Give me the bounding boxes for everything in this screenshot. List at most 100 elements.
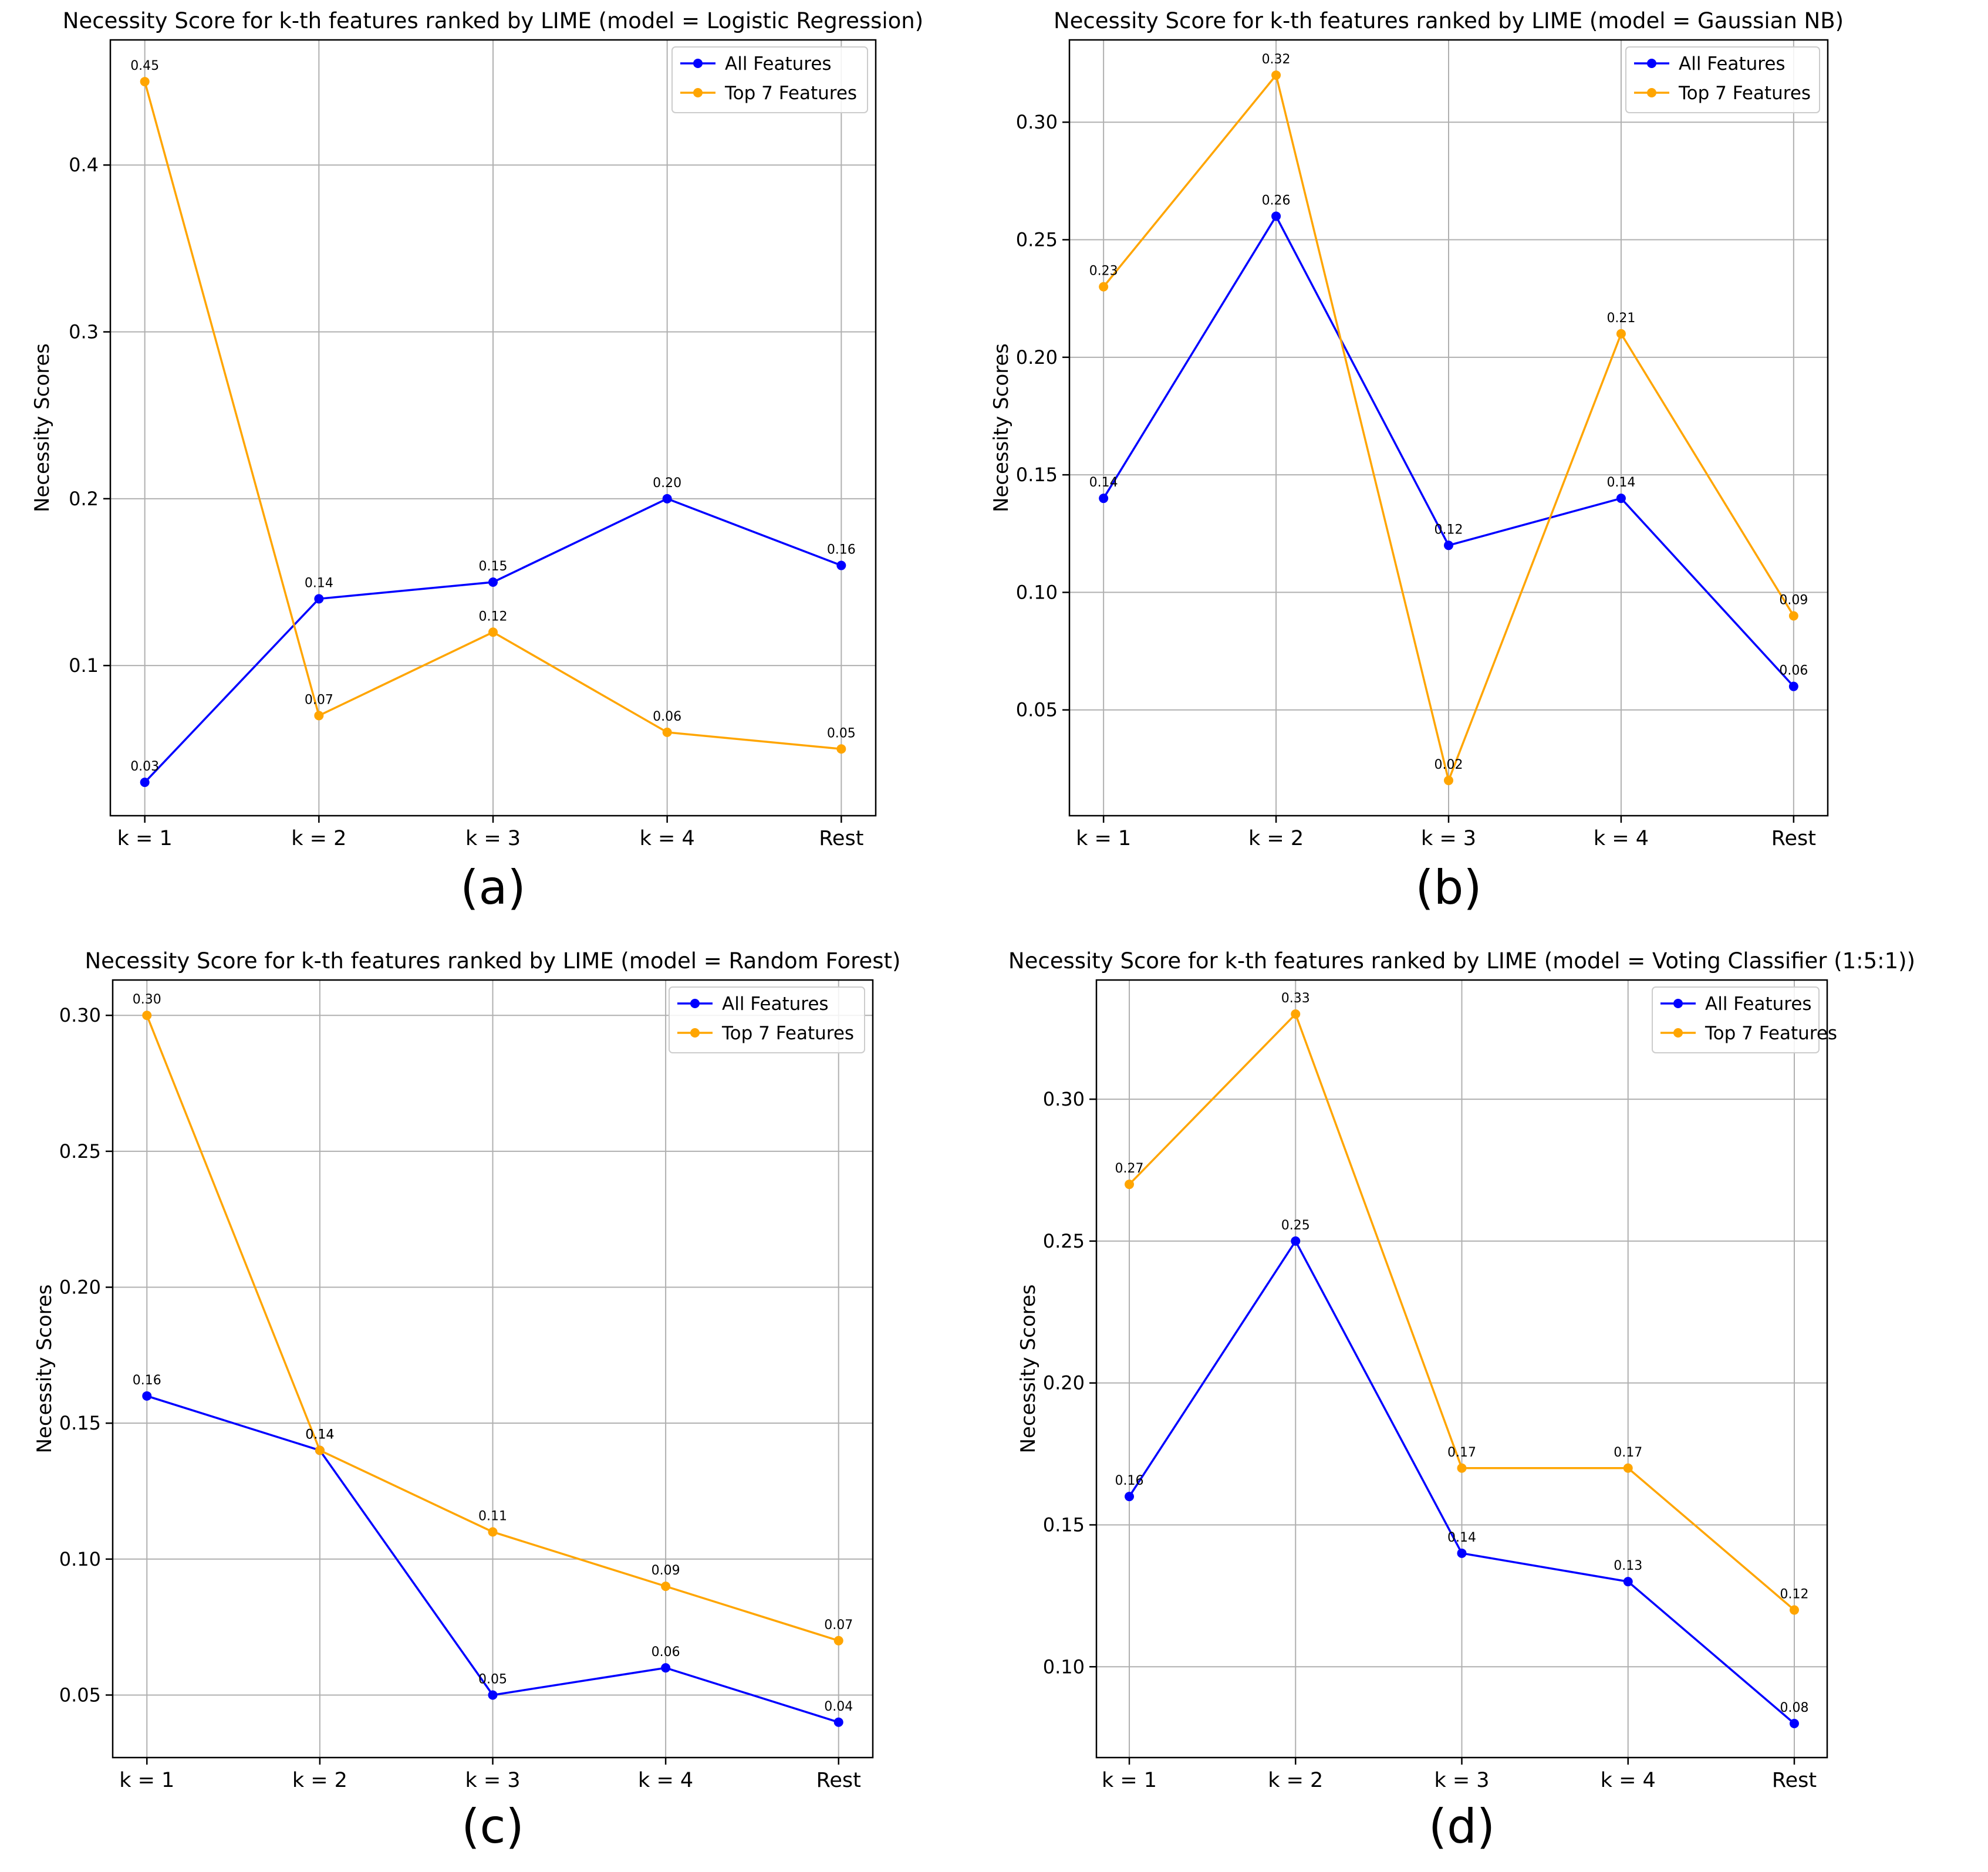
chart-title: Necessity Score for k-th features ranked… [1054,8,1844,33]
data-label: 0.12 [1435,522,1463,537]
chart-panel-4: 0.10 0.15 0.20 0.25 0.30 k = 1 k = 2 k = 3 k = 4… [1008,948,1915,1854]
x-tick-label: k = 1 [1076,827,1131,850]
data-point [314,594,324,604]
data-label: 0.20 [653,476,681,491]
data-label: 0.05 [827,726,856,741]
data-label: 0.14 [305,1427,334,1442]
panel-label: (b) [1415,860,1481,915]
y-tick-label: 0.25 [1043,1230,1085,1252]
y-tick-label: 0.30 [1016,111,1058,133]
data-point [836,560,846,570]
data-label: 0.07 [824,1618,853,1633]
x-tick-label: k = 3 [465,827,521,850]
legend-entry: All Features [722,994,829,1015]
data-point [833,1636,843,1645]
legend-entry: Top 7 Features [721,1023,854,1044]
data-label: 0.21 [1606,311,1635,326]
legend: All Features Top 7 Features [669,986,865,1053]
data-label: 0.32 [1262,52,1291,67]
legend-swatch-marker [1673,1028,1683,1038]
y-tick-label: 0.1 [69,654,99,677]
chart-title: Necessity Score for k-th features ranked… [63,8,923,33]
data-label: 0.03 [130,759,159,774]
legend-box [669,986,865,1053]
data-label: 0.09 [1779,593,1808,607]
data-label: 0.06 [1779,664,1808,678]
data-point [1623,1463,1633,1473]
data-label: 0.09 [652,1563,680,1578]
y-tick-label: 0.30 [59,1004,101,1026]
data-point [1099,494,1109,504]
data-label: 0.12 [479,609,508,624]
legend-swatch-marker [1647,88,1656,97]
data-label: 0.17 [1614,1445,1642,1460]
data-label: 0.14 [1606,475,1635,490]
data-point [1291,1009,1301,1019]
data-point [1788,681,1798,691]
data-label: 0.26 [1262,193,1291,208]
data-point [142,1011,152,1021]
chart-panel-1: 0.1 0.2 0.3 0.4 k = 1 k = 2 k = 3 k = 4 Rest Nece… [31,8,923,915]
data-label: 0.16 [1115,1474,1144,1488]
y-tick-label: 0.20 [1043,1372,1085,1394]
y-tick-label: 0.20 [59,1276,101,1299]
data-point [1616,329,1626,339]
x-tick-label: k = 4 [1594,827,1649,850]
legend-entry: All Features [1679,53,1786,75]
data-point [1789,1605,1799,1615]
data-label: 0.07 [305,692,333,707]
y-axis-label: Necessity Scores [31,343,54,512]
x-tick-label: Rest [1771,827,1816,850]
data-point [1616,494,1626,504]
data-label: 0.16 [133,1373,161,1388]
x-tick-label: Rest [816,1769,861,1792]
data-point [662,494,672,504]
legend-entry: Top 7 Features [724,83,857,104]
data-label: 0.02 [1435,758,1463,772]
data-point [1125,1492,1135,1502]
x-tick-label: k = 2 [1248,827,1304,850]
data-label: 0.27 [1115,1161,1144,1176]
y-tick-label: 0.05 [59,1684,101,1706]
x-tick-label: Rest [1772,1769,1817,1792]
x-tick-label: Rest [819,827,863,850]
data-point [1271,70,1281,80]
legend-entry: All Features [1705,994,1812,1015]
data-point [140,778,150,788]
data-point [1444,775,1453,785]
x-tick-label: k = 3 [465,1769,520,1792]
legend: All Features Top 7 Features [1625,46,1820,113]
data-label: 0.14 [1447,1530,1476,1545]
x-tick-label: k = 1 [1102,1769,1157,1792]
y-tick-label: 0.15 [1016,464,1058,486]
y-tick-label: 0.15 [59,1412,101,1434]
y-axis-label: Necessity Scores [33,1284,56,1453]
legend-swatch-marker [693,88,703,97]
legend: All Features Top 7 Features [1652,986,1837,1053]
data-label: 0.45 [130,59,159,73]
x-tick-label: k = 3 [1421,827,1476,850]
x-tick-label: k = 2 [1268,1769,1323,1792]
y-tick-label: 0.10 [1016,581,1058,603]
data-label: 0.06 [653,709,681,724]
y-tick-label: 0.20 [1016,346,1058,369]
y-axis-label: Necessity Scores [990,343,1013,512]
data-label: 0.14 [305,1427,334,1442]
legend-entry: All Features [725,53,832,75]
x-tick-label: k = 3 [1434,1769,1489,1792]
legend-entry: Top 7 Features [1678,83,1811,104]
data-label: 0.25 [1281,1218,1310,1233]
data-point [488,1527,498,1537]
data-label: 0.17 [1447,1445,1476,1460]
legend-swatch-marker [690,1028,700,1038]
data-point [314,711,324,721]
data-point [1789,1718,1799,1728]
chart-panel-3: 0.05 0.10 0.15 0.20 0.25 0.30 k = 1 k = 2 k = 3 k… [33,948,900,1854]
y-tick-label: 0.10 [59,1548,101,1570]
y-tick-label: 0.25 [59,1140,101,1163]
data-point [488,1690,498,1700]
y-tick-label: 0.15 [1043,1513,1085,1536]
data-label: 0.15 [479,559,508,574]
x-tick-label: k = 4 [640,827,695,850]
